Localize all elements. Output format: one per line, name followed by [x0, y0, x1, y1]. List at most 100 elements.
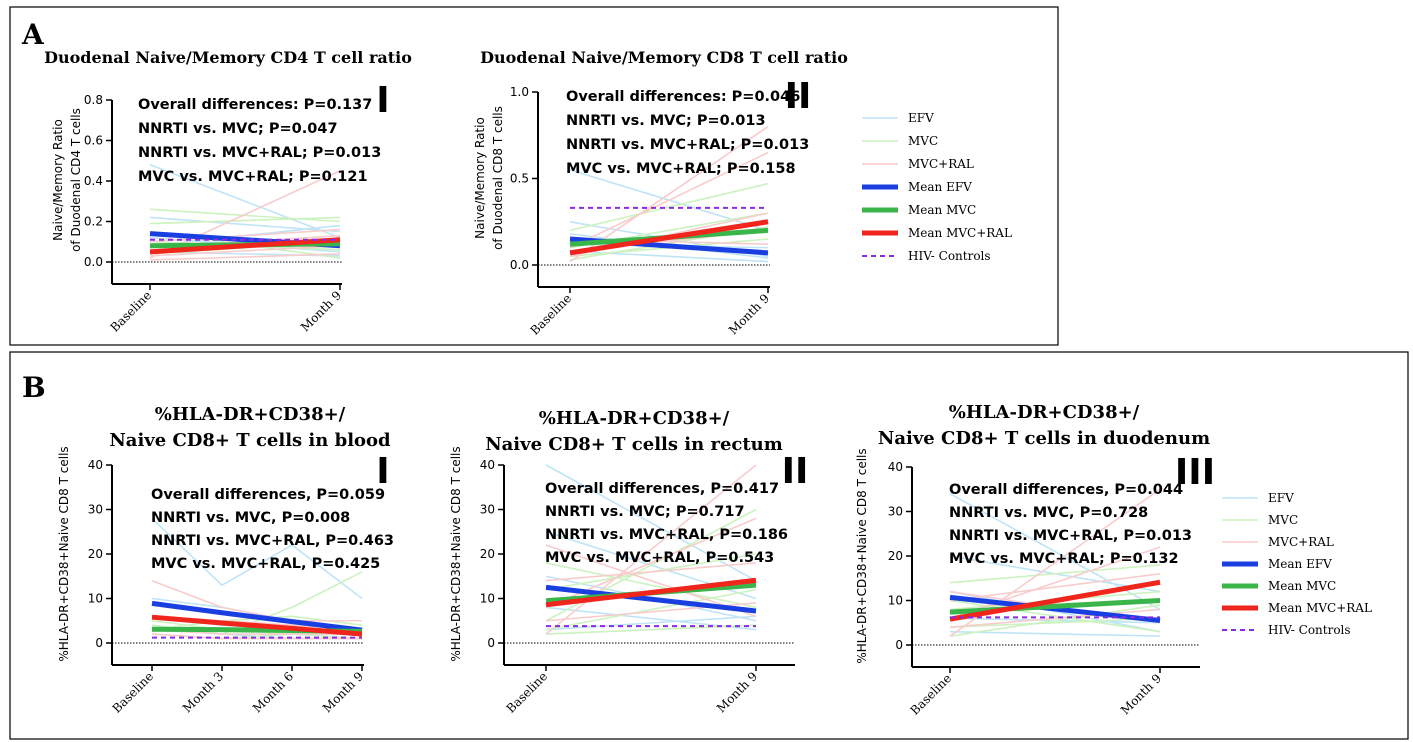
y-tick-label: 10	[88, 592, 103, 606]
chart-title: %HLA-DR+CD38+/	[155, 404, 346, 425]
legend-label: MVC+RAL	[1268, 535, 1334, 549]
y-tick-label: 0.2	[84, 215, 103, 229]
y-tick-label: 40	[480, 458, 495, 472]
legend-label: EFV	[1268, 491, 1294, 505]
y-axis-label: of Duodenal CD8 T cells	[491, 106, 505, 250]
y-tick-label: 20	[888, 549, 903, 563]
chart-title: Naive CD8+ T cells in rectum	[485, 434, 783, 455]
chart-title: Naive CD8+ T cells in blood	[109, 430, 391, 451]
y-tick-label: 40	[88, 458, 103, 472]
y-tick-label: 20	[88, 547, 103, 561]
individual-line-efv	[949, 630, 1161, 637]
y-tick-label: 0.5	[510, 172, 529, 186]
individual-line-efv	[151, 517, 363, 600]
y-tick-label: 10	[888, 594, 903, 608]
legend-label: MVC	[908, 134, 938, 148]
legend-label: Mean EFV	[1268, 557, 1332, 571]
individual-line-mvc-ral	[949, 608, 1161, 628]
y-axis-label: %HLA-DR+CD38+Naive CD8 T cells	[855, 448, 869, 663]
stats-annotation: Overall differences: P=0.137	[138, 97, 372, 113]
panel-roman-numeral: III	[1175, 452, 1215, 493]
y-tick-label: 0.4	[84, 174, 103, 188]
individual-line-mvc-ral	[569, 151, 769, 249]
series-line-mean-efv	[545, 584, 757, 614]
legend-b: EFV MVC MVC+RAL Mean EFV Mean MVC Mean MVC+RA…	[1222, 491, 1372, 637]
stats-annotation: NNRTI vs. MVC+RAL; P=0.013	[566, 137, 809, 153]
individual-line-efv	[149, 164, 341, 239]
y-axis-label: of Duodenal CD4 T cells	[69, 108, 83, 252]
stats-annotation: NNRTI vs. MVC+RAL; P=0.013	[138, 145, 381, 161]
individual-line-efv	[949, 590, 1161, 633]
stats-annotation: Overall differences: P=0.046	[566, 89, 800, 105]
individual-line-mvc-ral	[149, 245, 341, 257]
y-axis-label: %HLA-DR+CD38+Naive CD8 T cells	[57, 446, 71, 661]
chart-title: Duodenal Naive/Memory CD4 T cell ratio	[44, 48, 412, 67]
series-line-mean-mvc-ral	[149, 237, 341, 255]
stats-annotation: NNRTI vs. MVC; P=0.047	[138, 121, 338, 137]
legend-label: Mean EFV	[908, 180, 972, 194]
chart-a-i: Duodenal Naive/Memory CD4 T cell ratio 0.…	[44, 48, 412, 335]
individual-line-mvc	[949, 564, 1161, 584]
individual-line-mvc-ral	[545, 464, 757, 635]
panel-b-label: B	[22, 371, 46, 404]
y-tick-label: 0	[95, 636, 103, 650]
legend-a: EFV MVC MVC+RAL Mean EFV Mean MVC Mean MVC+RA…	[862, 111, 1012, 263]
stats-annotation: Overall differences, P=0.059	[151, 487, 385, 503]
chart-title: %HLA-DR+CD38+/	[949, 402, 1140, 423]
legend-label: Mean MVC	[908, 203, 976, 217]
chart-title: %HLA-DR+CD38+/	[539, 408, 730, 429]
panel-a-label: A	[21, 18, 45, 51]
stats-annotation: NNRTI vs. MVC+RAL, P=0.463	[151, 533, 394, 549]
chart-title: Naive CD8+ T cells in duodenum	[878, 428, 1210, 449]
series-line-mean-mvc-ral	[569, 219, 769, 256]
individual-line-mvc	[149, 208, 341, 223]
y-tick-label: 0.8	[84, 93, 103, 107]
stats-annotation: MVC vs. MVC+RAL; P=0.132	[949, 551, 1179, 567]
stats-annotation: NNRTI vs. MVC, P=0.008	[151, 510, 350, 526]
legend-label: EFV	[908, 111, 934, 125]
chart-title: Duodenal Naive/Memory CD8 T cell ratio	[480, 48, 848, 67]
series-line-mean-mvc-ral	[151, 614, 363, 637]
legend-label: MVC+RAL	[908, 157, 974, 171]
series-line-mean-mvc-ral	[545, 577, 757, 608]
stats-annotation: NNRTI vs. MVC, P=0.728	[949, 505, 1148, 521]
series-line-mean-mvc-ral	[949, 579, 1161, 622]
legend-label: Mean MVC	[1268, 579, 1336, 593]
individual-line-mvc-ral	[545, 562, 757, 582]
individual-line-mvc	[949, 604, 1161, 637]
panel-a-frame	[9, 6, 1059, 346]
y-axis-label: Naive/Memory Ratio	[51, 119, 65, 241]
panel-roman-numeral: II	[782, 451, 809, 492]
y-axis-label: Naive/Memory Ratio	[473, 117, 487, 239]
legend-label: Mean MVC+RAL	[908, 226, 1012, 240]
stats-annotation: MVC vs. MVC+RAL; P=0.121	[138, 169, 368, 185]
series-line-mean-mvc	[949, 598, 1161, 615]
y-tick-label: 1.0	[510, 85, 529, 99]
legend-label: HIV- Controls	[1268, 623, 1351, 637]
series-line-mean-efv	[151, 600, 363, 633]
individual-line-mvc	[545, 562, 757, 609]
y-axis-label: %HLA-DR+CD38+Naive CD8 T cells	[449, 446, 463, 661]
panel-roman-numeral: II	[785, 76, 812, 117]
y-tick-label: 0.6	[84, 134, 103, 148]
y-tick-label: 0	[487, 636, 495, 650]
legend-label: HIV- Controls	[908, 249, 991, 263]
y-tick-label: 0.0	[510, 258, 529, 272]
stats-annotation: NNRTI vs. MVC; P=0.013	[566, 113, 766, 129]
stats-annotation: MVC vs. MVC+RAL, P=0.425	[151, 556, 380, 572]
legend-label: MVC	[1268, 513, 1298, 527]
legend-label: Mean MVC+RAL	[1268, 601, 1372, 615]
y-tick-label: 30	[88, 503, 103, 517]
stats-annotation: NNRTI vs. MVC+RAL, P=0.013	[949, 528, 1192, 544]
individual-line-mvc-ral	[949, 546, 1161, 620]
individual-line-mvc	[545, 588, 757, 631]
y-tick-label: 0	[895, 638, 903, 652]
panel-roman-numeral: I	[376, 80, 389, 121]
stats-annotation: NNRTI vs. MVC; P=0.717	[545, 504, 745, 520]
individual-line-mvc-ral	[151, 579, 362, 622]
panel-roman-numeral: I	[376, 451, 389, 492]
stats-annotation: Overall differences, P=0.044	[949, 482, 1183, 498]
panel-b-frame	[9, 351, 1409, 740]
individual-line-mvc-ral	[149, 253, 341, 261]
